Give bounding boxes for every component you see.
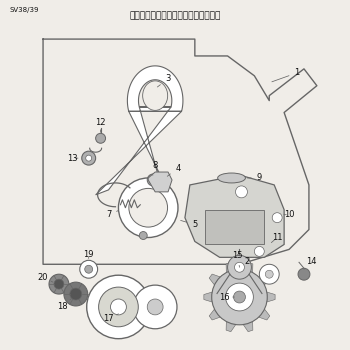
Circle shape [80,260,98,278]
Polygon shape [148,172,172,192]
Circle shape [82,151,96,165]
Circle shape [54,279,64,289]
Circle shape [272,213,282,223]
Polygon shape [226,322,236,332]
Text: SV38/39: SV38/39 [9,7,39,13]
Text: 14: 14 [304,257,316,269]
Text: 10: 10 [284,210,294,219]
Circle shape [147,299,163,315]
Circle shape [259,264,279,284]
Text: 2: 2 [238,254,250,266]
Polygon shape [209,309,220,320]
Polygon shape [243,322,253,332]
Circle shape [236,186,247,198]
Text: 4: 4 [167,163,181,176]
Text: 12: 12 [95,118,106,132]
Text: 20: 20 [38,273,53,282]
Text: 第四図　クラッチ＆チェンブレーキ部: 第四図 クラッチ＆チェンブレーキ部 [129,11,221,20]
Circle shape [129,188,168,227]
Text: 19: 19 [83,250,94,259]
Ellipse shape [143,81,168,110]
Circle shape [234,262,244,272]
Text: 17: 17 [103,314,118,323]
Circle shape [70,288,82,300]
Polygon shape [243,262,253,273]
Circle shape [87,275,150,339]
Ellipse shape [218,173,245,183]
Polygon shape [226,262,236,273]
Text: 1: 1 [272,68,300,82]
Circle shape [226,283,253,311]
Circle shape [254,246,264,256]
Text: 7: 7 [106,210,118,219]
Circle shape [133,285,177,329]
Circle shape [85,265,93,273]
Circle shape [265,270,273,278]
Text: 5: 5 [181,220,197,229]
Circle shape [64,282,88,306]
Circle shape [99,287,138,327]
Circle shape [233,291,245,303]
Circle shape [139,232,147,239]
Circle shape [298,268,310,280]
Text: 18: 18 [58,299,71,312]
Circle shape [118,178,178,238]
Polygon shape [185,175,284,257]
Text: 16: 16 [219,293,234,301]
Text: 11: 11 [271,233,282,243]
Text: 8: 8 [153,161,158,175]
Text: 3: 3 [158,74,171,87]
Text: 13: 13 [68,154,78,163]
Circle shape [147,174,159,186]
Circle shape [86,155,92,161]
Polygon shape [267,292,275,302]
Circle shape [96,133,106,143]
Polygon shape [259,309,270,320]
Text: 15: 15 [232,251,243,267]
Circle shape [228,256,251,279]
Bar [205,210,264,244]
Circle shape [49,274,69,294]
Polygon shape [96,66,183,195]
Text: 9: 9 [247,174,262,182]
Polygon shape [259,274,270,285]
Circle shape [111,299,126,315]
Circle shape [212,269,267,325]
Polygon shape [209,274,220,285]
Polygon shape [204,292,212,302]
